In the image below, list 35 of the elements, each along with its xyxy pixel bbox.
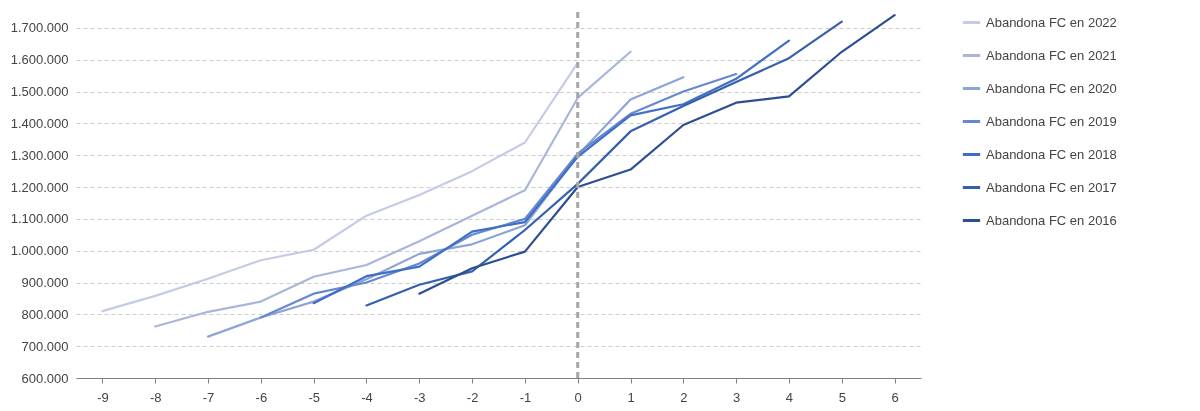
y-tick-label: 1.700.000 (10, 20, 69, 36)
x-tick-label: -7 (202, 389, 215, 405)
legend-label: Abandona FC en 2018 (986, 146, 1117, 162)
x-tick-label: -6 (255, 389, 268, 405)
legend-label: Abandona FC en 2022 (986, 14, 1117, 30)
x-tick-label: -5 (308, 389, 320, 405)
y-tick-label: 600.000 (21, 370, 69, 386)
x-tick-label: 5 (838, 389, 846, 405)
y-tick-label: 1.000.000 (10, 243, 69, 259)
x-tick-label: 6 (891, 389, 899, 405)
x-tick-label: -2 (466, 389, 479, 405)
y-tick-label: 900.000 (21, 275, 69, 291)
y-tick-label: 1.400.000 (10, 115, 69, 131)
y-tick-label: 800.000 (21, 306, 69, 322)
y-tick-label: 700.000 (21, 338, 69, 354)
x-tick-label: 3 (733, 389, 741, 405)
y-tick-label: 1.200.000 (10, 179, 69, 195)
legend-label: Abandona FC en 2017 (986, 179, 1117, 195)
x-tick-label: -9 (97, 389, 109, 405)
x-tick-label: -4 (361, 389, 373, 405)
x-tick-label: 1 (627, 389, 635, 405)
x-tick-label: 4 (785, 389, 794, 405)
x-tick-label: -3 (414, 389, 426, 405)
x-tick-label: -1 (519, 389, 532, 405)
y-tick-label: 1.500.000 (10, 84, 69, 100)
x-tick-label: 0 (574, 389, 582, 405)
legend-label: Abandona FC en 2016 (986, 212, 1117, 228)
y-tick-label: 1.100.000 (10, 211, 69, 227)
legend-label: Abandona FC en 2020 (986, 80, 1117, 96)
x-tick-label: 2 (680, 389, 688, 405)
legend-label: Abandona FC en 2019 (986, 113, 1117, 129)
legend-label: Abandona FC en 2021 (986, 47, 1117, 63)
y-tick-label: 1.300.000 (10, 147, 69, 163)
x-tick-label: -8 (149, 389, 162, 405)
y-tick-label: 1.600.000 (10, 52, 69, 68)
